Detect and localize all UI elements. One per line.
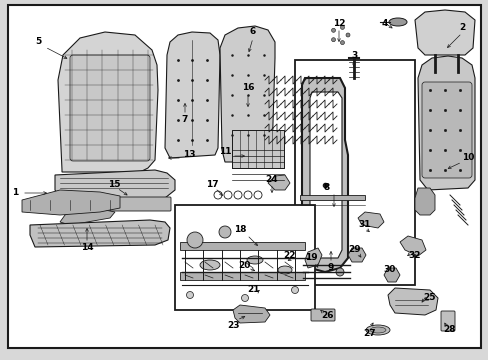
Polygon shape: [164, 32, 220, 158]
Text: 8: 8: [323, 184, 329, 193]
Text: 17: 17: [205, 180, 218, 189]
Text: 19: 19: [304, 253, 317, 262]
Bar: [247, 28, 256, 38]
Text: 28: 28: [443, 325, 455, 334]
Circle shape: [340, 26, 344, 30]
Bar: [299, 195, 364, 200]
Polygon shape: [60, 208, 115, 225]
Polygon shape: [232, 305, 269, 323]
Text: 3: 3: [350, 50, 356, 59]
Circle shape: [219, 226, 230, 238]
Polygon shape: [309, 92, 341, 258]
Circle shape: [331, 28, 335, 32]
Text: 15: 15: [107, 180, 120, 189]
Ellipse shape: [200, 260, 220, 270]
Polygon shape: [399, 236, 425, 256]
Ellipse shape: [365, 325, 389, 335]
FancyBboxPatch shape: [421, 82, 471, 178]
FancyBboxPatch shape: [59, 197, 171, 211]
Polygon shape: [414, 10, 474, 55]
Text: 18: 18: [233, 225, 246, 234]
Text: 13: 13: [183, 150, 195, 159]
Ellipse shape: [388, 18, 406, 26]
Polygon shape: [58, 32, 158, 172]
Text: 4: 4: [381, 18, 387, 27]
Text: 31: 31: [358, 220, 370, 230]
Ellipse shape: [369, 327, 385, 333]
Circle shape: [186, 292, 193, 298]
Bar: [175, 205, 314, 310]
Bar: [294, 60, 414, 285]
Circle shape: [335, 268, 343, 276]
FancyBboxPatch shape: [440, 311, 454, 331]
Text: 22: 22: [283, 251, 296, 260]
Circle shape: [241, 294, 248, 301]
Text: 12: 12: [332, 18, 345, 27]
Text: 23: 23: [227, 320, 240, 329]
Text: 1: 1: [12, 189, 18, 198]
Text: 20: 20: [237, 261, 250, 270]
Circle shape: [340, 41, 344, 45]
Text: 7: 7: [182, 116, 188, 125]
Text: 16: 16: [241, 82, 254, 91]
Text: 11: 11: [218, 148, 231, 157]
Circle shape: [331, 38, 335, 42]
Polygon shape: [414, 188, 434, 215]
Bar: [231, 130, 284, 168]
Text: 26: 26: [320, 311, 332, 320]
Polygon shape: [347, 248, 365, 262]
Text: 10: 10: [461, 153, 473, 162]
Text: 32: 32: [408, 251, 420, 260]
Polygon shape: [267, 175, 289, 190]
FancyBboxPatch shape: [70, 55, 150, 161]
FancyBboxPatch shape: [310, 309, 334, 321]
Polygon shape: [387, 288, 437, 315]
Polygon shape: [357, 212, 383, 228]
Bar: [180, 272, 305, 280]
Polygon shape: [305, 248, 321, 268]
Circle shape: [291, 287, 298, 293]
Text: 27: 27: [363, 328, 376, 338]
Text: 6: 6: [249, 27, 256, 36]
Polygon shape: [55, 170, 175, 198]
Text: 5: 5: [35, 37, 41, 46]
Ellipse shape: [278, 266, 291, 274]
Bar: [180, 242, 305, 250]
Polygon shape: [383, 268, 399, 282]
Text: 21: 21: [246, 285, 259, 294]
Text: 2: 2: [458, 23, 464, 32]
Polygon shape: [302, 78, 347, 272]
Text: 30: 30: [383, 265, 395, 274]
Circle shape: [186, 232, 203, 248]
Text: 25: 25: [423, 293, 435, 302]
Text: 9: 9: [327, 264, 333, 273]
Circle shape: [346, 33, 349, 37]
Text: 14: 14: [81, 243, 93, 252]
Text: 29: 29: [348, 246, 361, 255]
Polygon shape: [417, 56, 474, 190]
Ellipse shape: [246, 256, 263, 264]
Polygon shape: [22, 190, 120, 215]
Polygon shape: [30, 220, 170, 247]
Polygon shape: [220, 26, 274, 162]
Text: 24: 24: [265, 175, 278, 184]
